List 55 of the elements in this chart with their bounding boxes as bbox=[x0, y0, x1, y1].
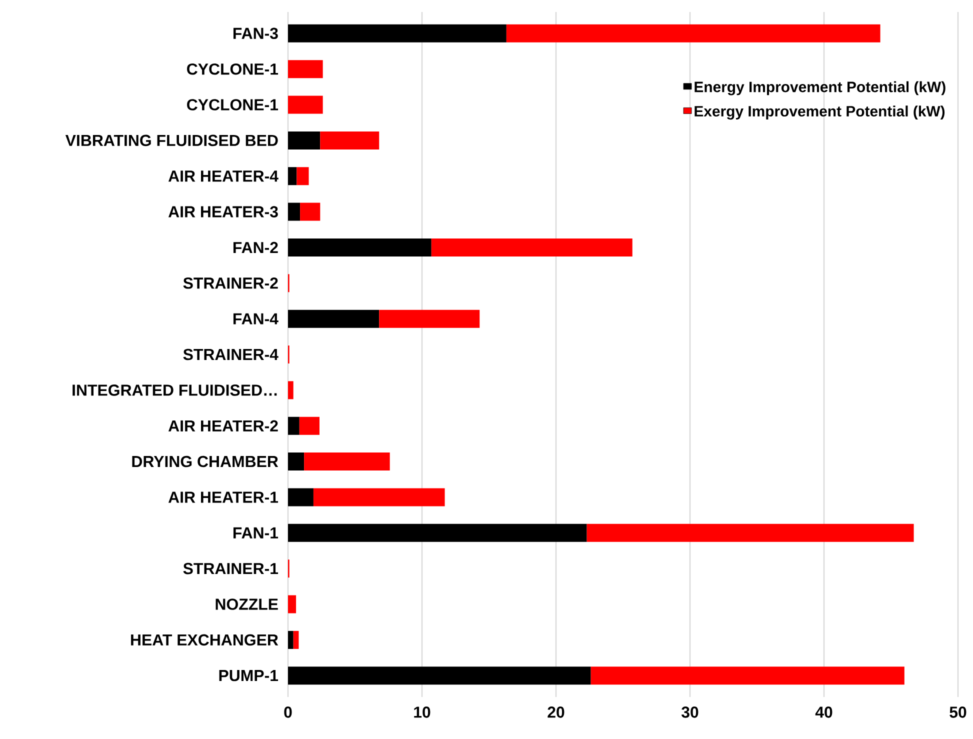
y-tick-label: FAN-2 bbox=[233, 242, 278, 254]
legend-label: Energy Improvement Potential (kW) bbox=[694, 81, 946, 96]
bar bbox=[288, 452, 304, 471]
bar bbox=[320, 131, 380, 150]
x-tick-label: 50 bbox=[950, 706, 966, 718]
bar bbox=[313, 488, 445, 506]
bar bbox=[288, 310, 380, 328]
x-tick-label: 40 bbox=[815, 706, 832, 718]
bar bbox=[288, 238, 432, 256]
bar bbox=[299, 416, 320, 435]
y-tick-label: CYCLONE-1 bbox=[187, 99, 278, 110]
y-tick-label: AIR HEATER-3 bbox=[168, 206, 278, 218]
bar bbox=[288, 666, 591, 685]
bar bbox=[288, 416, 300, 435]
bar bbox=[288, 131, 320, 150]
bar bbox=[288, 60, 323, 78]
bar bbox=[288, 595, 296, 614]
bar bbox=[288, 630, 294, 649]
bar bbox=[288, 202, 300, 221]
bar bbox=[288, 488, 314, 506]
bar bbox=[506, 24, 880, 42]
bar bbox=[288, 381, 294, 400]
bar bbox=[590, 666, 904, 685]
x-tick-label: 30 bbox=[681, 706, 698, 718]
x-tick-label: 0 bbox=[284, 706, 292, 718]
x-tick-label: 20 bbox=[548, 706, 564, 718]
bar bbox=[304, 452, 390, 471]
y-tick-label: FAN-1 bbox=[233, 527, 278, 538]
bar bbox=[586, 524, 914, 542]
bar bbox=[288, 524, 587, 542]
x-tick-label: 10 bbox=[414, 706, 430, 718]
bar bbox=[296, 167, 309, 186]
y-tick-label: PUMP-1 bbox=[219, 670, 278, 682]
bar bbox=[431, 238, 632, 256]
y-tick-label: DRYING CHAMBER bbox=[132, 456, 278, 468]
y-tick-label: NOZZLE bbox=[216, 598, 278, 610]
bar bbox=[300, 202, 320, 221]
y-tick-label: FAN-3 bbox=[233, 28, 278, 40]
y-tick-label: STRAINER-4 bbox=[183, 348, 278, 360]
bar bbox=[288, 167, 297, 186]
y-tick-label: AIR HEATER-4 bbox=[168, 170, 278, 182]
y-tick-label: VIBRATING FLUIDISED BED bbox=[65, 134, 278, 146]
y-tick-label: HEAT EXCHANGER bbox=[131, 634, 278, 646]
y-tick-label: STRAINER-1 bbox=[183, 562, 278, 574]
y-tick-label: CYCLONE-1 bbox=[187, 63, 278, 75]
bar bbox=[288, 96, 323, 114]
bar bbox=[379, 310, 480, 328]
bar bbox=[288, 24, 506, 42]
y-tick-label: AIR HEATER-2 bbox=[168, 420, 278, 432]
legend-label: Exergy Improvement Potential (kW) bbox=[694, 106, 945, 120]
y-tick-label: AIR HEATER-1 bbox=[168, 492, 278, 503]
y-tick-label: INTEGRATED FLUIDISED… bbox=[72, 384, 277, 396]
y-tick-label: FAN-4 bbox=[233, 313, 278, 324]
y-tick-label: STRAINER-2 bbox=[183, 278, 278, 289]
bar bbox=[293, 630, 299, 649]
